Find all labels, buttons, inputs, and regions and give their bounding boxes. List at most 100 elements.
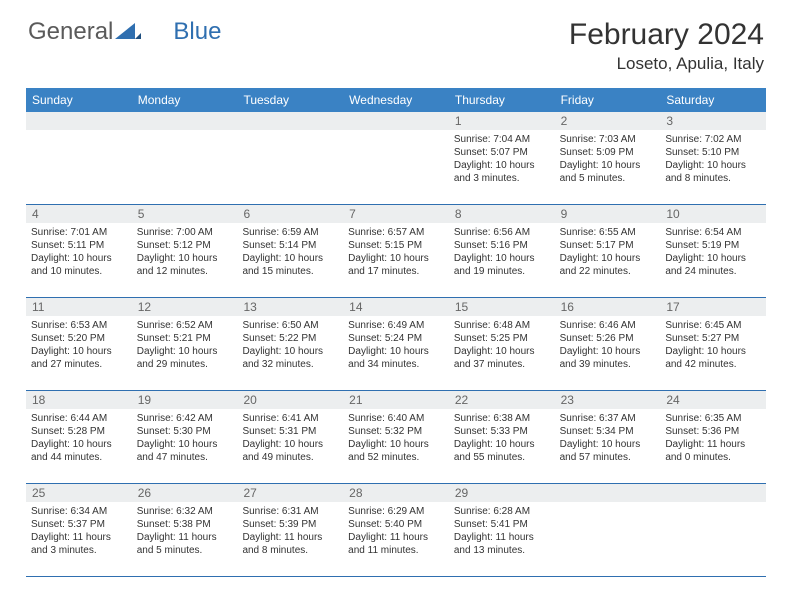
day-number: 26 (132, 484, 238, 502)
sunset-text: Sunset: 5:14 PM (242, 239, 338, 252)
daylight-text: and 55 minutes. (454, 451, 550, 464)
daylight-text: and 42 minutes. (665, 358, 761, 371)
day-number: 5 (132, 205, 238, 223)
day-cell: Sunrise: 6:40 AMSunset: 5:32 PMDaylight:… (343, 409, 449, 483)
daylight-text: and 5 minutes. (560, 172, 656, 185)
day-cell (132, 130, 238, 204)
daylight-text: and 57 minutes. (560, 451, 656, 464)
daylight-text: and 44 minutes. (31, 451, 127, 464)
day-number: 22 (449, 391, 555, 409)
daylight-text: and 47 minutes. (137, 451, 233, 464)
sunset-text: Sunset: 5:34 PM (560, 425, 656, 438)
brand-part1: General (28, 18, 113, 46)
sunrise-text: Sunrise: 6:37 AM (560, 412, 656, 425)
sunrise-text: Sunrise: 6:53 AM (31, 319, 127, 332)
day-number: 11 (26, 298, 132, 316)
day-number: 23 (555, 391, 661, 409)
day-number (237, 112, 343, 130)
sunset-text: Sunset: 5:11 PM (31, 239, 127, 252)
day-number: 12 (132, 298, 238, 316)
brand-part2: Blue (173, 18, 221, 46)
day-cell: Sunrise: 6:50 AMSunset: 5:22 PMDaylight:… (237, 316, 343, 390)
day-number: 8 (449, 205, 555, 223)
sunset-text: Sunset: 5:09 PM (560, 146, 656, 159)
sunrise-text: Sunrise: 6:44 AM (31, 412, 127, 425)
daylight-text: and 39 minutes. (560, 358, 656, 371)
daylight-text: Daylight: 10 hours (454, 345, 550, 358)
daylight-text: and 0 minutes. (665, 451, 761, 464)
sunrise-text: Sunrise: 6:32 AM (137, 505, 233, 518)
daylight-text: and 8 minutes. (242, 544, 338, 557)
day-header-cell: Monday (132, 88, 238, 112)
daylight-text: and 24 minutes. (665, 265, 761, 278)
daylight-text: and 13 minutes. (454, 544, 550, 557)
title-block: February 2024 Loseto, Apulia, Italy (569, 18, 764, 74)
day-number (660, 484, 766, 502)
sunrise-text: Sunrise: 6:55 AM (560, 226, 656, 239)
sunset-text: Sunset: 5:20 PM (31, 332, 127, 345)
month-title: February 2024 (569, 18, 764, 52)
header: General Blue February 2024 Loseto, Apuli… (0, 0, 792, 82)
daylight-text: Daylight: 10 hours (454, 438, 550, 451)
sunset-text: Sunset: 5:27 PM (665, 332, 761, 345)
sunset-text: Sunset: 5:21 PM (137, 332, 233, 345)
daylight-text: Daylight: 10 hours (31, 252, 127, 265)
daylight-text: Daylight: 11 hours (348, 531, 444, 544)
day-cell: Sunrise: 6:45 AMSunset: 5:27 PMDaylight:… (660, 316, 766, 390)
daylight-text: Daylight: 10 hours (560, 252, 656, 265)
day-cell: Sunrise: 6:29 AMSunset: 5:40 PMDaylight:… (343, 502, 449, 576)
daylight-text: Daylight: 10 hours (348, 252, 444, 265)
daylight-text: Daylight: 10 hours (665, 159, 761, 172)
day-number: 2 (555, 112, 661, 130)
day-cell: Sunrise: 6:37 AMSunset: 5:34 PMDaylight:… (555, 409, 661, 483)
daylight-text: and 32 minutes. (242, 358, 338, 371)
day-cell (343, 130, 449, 204)
day-number: 21 (343, 391, 449, 409)
day-number: 9 (555, 205, 661, 223)
day-header-cell: Wednesday (343, 88, 449, 112)
sunset-text: Sunset: 5:37 PM (31, 518, 127, 531)
daylight-text: and 27 minutes. (31, 358, 127, 371)
daylight-text: Daylight: 10 hours (348, 438, 444, 451)
sunset-text: Sunset: 5:30 PM (137, 425, 233, 438)
daylight-text: Daylight: 10 hours (242, 345, 338, 358)
sunset-text: Sunset: 5:40 PM (348, 518, 444, 531)
daylight-text: Daylight: 10 hours (560, 438, 656, 451)
daylight-text: Daylight: 11 hours (137, 531, 233, 544)
day-number: 28 (343, 484, 449, 502)
daylight-text: and 12 minutes. (137, 265, 233, 278)
daylight-text: and 10 minutes. (31, 265, 127, 278)
daylight-text: Daylight: 10 hours (454, 159, 550, 172)
day-header-cell: Friday (555, 88, 661, 112)
day-cell: Sunrise: 6:41 AMSunset: 5:31 PMDaylight:… (237, 409, 343, 483)
daylight-text: and 3 minutes. (31, 544, 127, 557)
daylight-text: Daylight: 10 hours (560, 159, 656, 172)
daylight-text: and 17 minutes. (348, 265, 444, 278)
daylight-text: and 8 minutes. (665, 172, 761, 185)
sunrise-text: Sunrise: 6:45 AM (665, 319, 761, 332)
day-number: 29 (449, 484, 555, 502)
sunrise-text: Sunrise: 6:42 AM (137, 412, 233, 425)
day-number (132, 112, 238, 130)
day-number: 1 (449, 112, 555, 130)
sunrise-text: Sunrise: 7:04 AM (454, 133, 550, 146)
day-cell: Sunrise: 6:42 AMSunset: 5:30 PMDaylight:… (132, 409, 238, 483)
daylight-text: and 19 minutes. (454, 265, 550, 278)
day-cell: Sunrise: 6:53 AMSunset: 5:20 PMDaylight:… (26, 316, 132, 390)
sunset-text: Sunset: 5:33 PM (454, 425, 550, 438)
day-cell: Sunrise: 6:34 AMSunset: 5:37 PMDaylight:… (26, 502, 132, 576)
day-number: 14 (343, 298, 449, 316)
week-row: Sunrise: 7:01 AMSunset: 5:11 PMDaylight:… (26, 223, 766, 298)
daylight-text: Daylight: 10 hours (348, 345, 444, 358)
sunset-text: Sunset: 5:12 PM (137, 239, 233, 252)
day-number-row: 123 (26, 112, 766, 130)
sunset-text: Sunset: 5:25 PM (454, 332, 550, 345)
daylight-text: and 22 minutes. (560, 265, 656, 278)
daylight-text: Daylight: 10 hours (137, 252, 233, 265)
sunrise-text: Sunrise: 6:48 AM (454, 319, 550, 332)
day-number: 13 (237, 298, 343, 316)
daylight-text: Daylight: 10 hours (242, 252, 338, 265)
day-number: 6 (237, 205, 343, 223)
sunrise-text: Sunrise: 6:54 AM (665, 226, 761, 239)
logo-triangle-icon (115, 18, 141, 46)
